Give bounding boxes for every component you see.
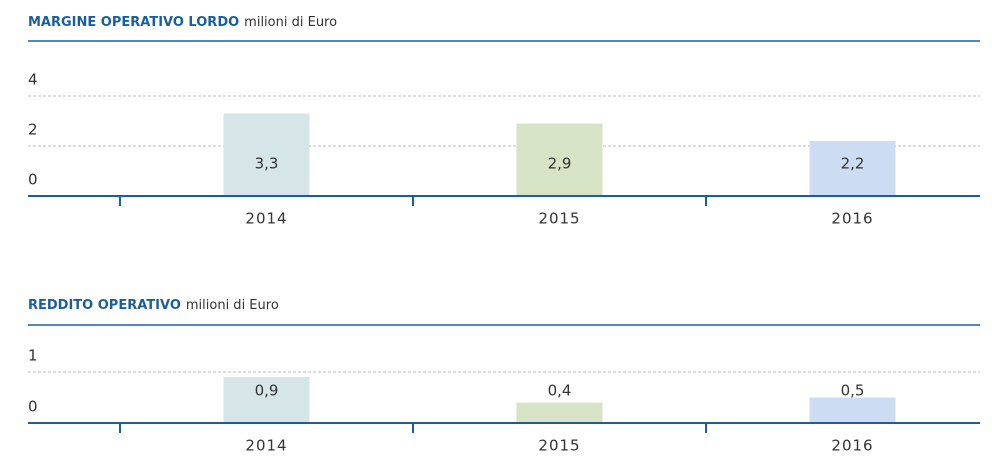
y-tick-label: 2: [28, 121, 38, 139]
y-tick-label: 1: [28, 347, 38, 365]
x-tick-label: 2016: [831, 210, 873, 228]
bar: [516, 402, 603, 423]
y-tick-label: 0: [28, 398, 38, 416]
value-label: 3,3: [255, 155, 279, 173]
chart-subtitle: milioni di Euro: [186, 298, 279, 313]
y-tick-label: 0: [28, 171, 38, 189]
chart-title: REDDITO OPERATIVO milioni di Euro: [28, 298, 279, 313]
x-tick-label: 2014: [245, 210, 287, 228]
x-tick-label: 2015: [538, 437, 580, 455]
chart-title-bold: REDDITO OPERATIVO: [28, 298, 181, 313]
value-label: 2,2: [841, 155, 865, 173]
chart-title: MARGINE OPERATIVO LORDO milioni di Euro: [28, 15, 337, 30]
chart-title-bold: MARGINE OPERATIVO LORDO: [28, 15, 239, 30]
bar: [516, 123, 603, 196]
value-label: 2,9: [548, 155, 572, 173]
value-label: 0,4: [548, 382, 572, 400]
value-label: 0,5: [841, 382, 865, 400]
bar: [223, 377, 310, 423]
chart-subtitle: milioni di Euro: [244, 15, 337, 30]
bar: [809, 141, 896, 196]
x-tick-label: 2015: [538, 210, 580, 228]
bar: [223, 113, 310, 196]
value-label: 0,9: [255, 382, 279, 400]
x-tick-label: 2016: [831, 437, 873, 455]
bar: [809, 397, 896, 423]
y-tick-label: 4: [28, 71, 38, 89]
x-tick-label: 2014: [245, 437, 287, 455]
